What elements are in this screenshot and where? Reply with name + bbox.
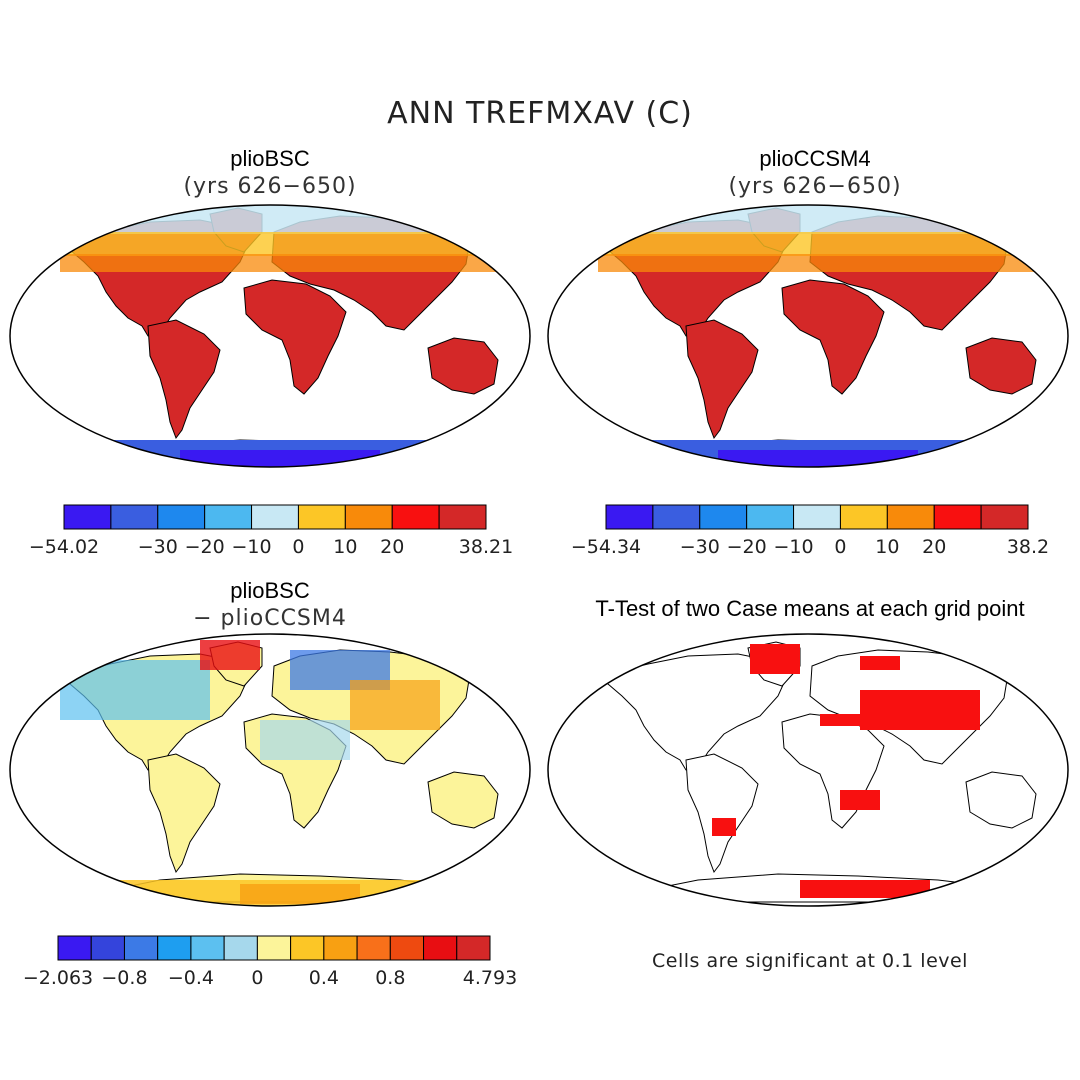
panel3-colorbar-tick-label: 0.8 [375,967,405,989]
panel2-colorbar-tick-label: −20 [727,536,767,558]
panel2-colorbar-tick-label: −10 [774,536,814,558]
panel2-colorbar-swatch [699,504,748,530]
panel3-colorbar-tick-label: 0 [251,967,263,989]
panel1-title: plioBSC [230,146,310,171]
panel2-colorbar-swatch [980,504,1029,530]
panel1-map-outline [9,204,531,468]
panel3-colorbar-swatch [290,935,325,961]
panel2-colorbar-tick-label: 38.2 [1007,536,1049,558]
panel1-colorbar-swatch [251,504,299,530]
panel3-colorbar-swatch [356,935,391,961]
panel3-title: plioBSC [230,578,310,603]
panel2-colorbar-swatch [839,504,888,530]
panel1-colorbar-tick-label: −10 [232,536,272,558]
panel1-colorbar-tick-label: 10 [333,536,357,558]
panel2-title: plioCCSM4 [759,146,871,171]
panel2-colorbar-swatch [605,504,654,530]
panel2-colorbar-swatch [746,504,795,530]
panel2-subtitle: (yrs 626−650) [728,174,902,199]
panel4-map [548,634,1068,906]
panel1-colorbar-swatch [438,504,487,530]
panel3-colorbar-tick-label: 0.4 [309,967,339,989]
panel2-colorbar-swatch [652,504,701,530]
panel3-colorbar-tick-label: −2.063 [23,967,93,989]
panel3-colorbar-swatch [190,935,225,961]
panel3-map-outline [9,633,531,907]
panel2-map-outline [547,204,1069,468]
panel3-colorbar-swatch [157,935,192,961]
figure-title: ANN TREFMXAV (C) [387,96,693,131]
panel3-colorbar-swatch [123,935,159,961]
panel3-subtitle: − plioCCSM4 [193,606,347,631]
panel2-map [548,205,1068,467]
panel1-colorbar-tick-label: 38.21 [459,536,513,558]
panel2-colorbar-tick-label: 0 [834,536,846,558]
panel3-colorbar-swatch [256,935,292,961]
panel2-colorbar-swatch [886,504,935,530]
panel4-note: Cells are significant at 0.1 level [652,950,968,972]
panel4-title: T-Test of two Case means at each grid po… [595,596,1025,621]
panel2-colorbar-tick-label: −54.34 [571,536,641,558]
panel1-colorbar: −54.02 −30 −20 −10 0 10 20 38.21 [29,504,513,558]
panel1-colorbar-swatch [63,504,112,530]
panel1-colorbar-tick-label: −30 [138,536,178,558]
panel3-colorbar-tick-label: −0.4 [168,967,214,989]
panel2-colorbar: −54.34 −30 −20 −10 0 10 20 38.2 [571,504,1049,558]
panel2-colorbar-swatch [933,504,982,530]
panel3-colorbar-tick-label: 4.793 [463,967,517,989]
panel1-colorbar-swatch [110,504,159,530]
panel1-colorbar-tick-label: 20 [380,536,404,558]
panel1-colorbar-swatch [344,504,393,530]
panel2-colorbar-tick-label: 20 [922,536,946,558]
panel3-colorbar-swatch [389,935,425,961]
panel1-map [10,205,530,467]
panel2-colorbar-tick-label: −30 [680,536,720,558]
panel1-colorbar-tick-label: −54.02 [29,536,99,558]
panel3-colorbar-swatch [323,935,358,961]
panel3-colorbar-swatch [423,935,458,961]
panel3-colorbar-tick-label: −0.8 [101,967,147,989]
panel1-colorbar-tick-label: 0 [292,536,304,558]
panel3-colorbar-swatch [57,935,92,961]
panel3-colorbar: −2.063 −0.8 −0.4 0 0.4 0.8 4.793 [23,935,517,989]
panel1-colorbar-tick-label: −20 [185,536,225,558]
panel1-colorbar-swatch [297,504,346,530]
panel3-colorbar-swatch [90,935,125,961]
panel1-colorbar-swatch [204,504,253,530]
panel4-map-outline [547,633,1069,907]
panel2-colorbar-swatch [793,504,841,530]
panel2-colorbar-tick-label: 10 [875,536,899,558]
panel3-colorbar-swatch [456,935,491,961]
panel3-colorbar-swatch [223,935,258,961]
panel3-map [10,634,530,906]
panel1-colorbar-swatch [391,504,440,530]
panel1-subtitle: (yrs 626−650) [183,174,357,199]
panel1-colorbar-swatch [157,504,206,530]
